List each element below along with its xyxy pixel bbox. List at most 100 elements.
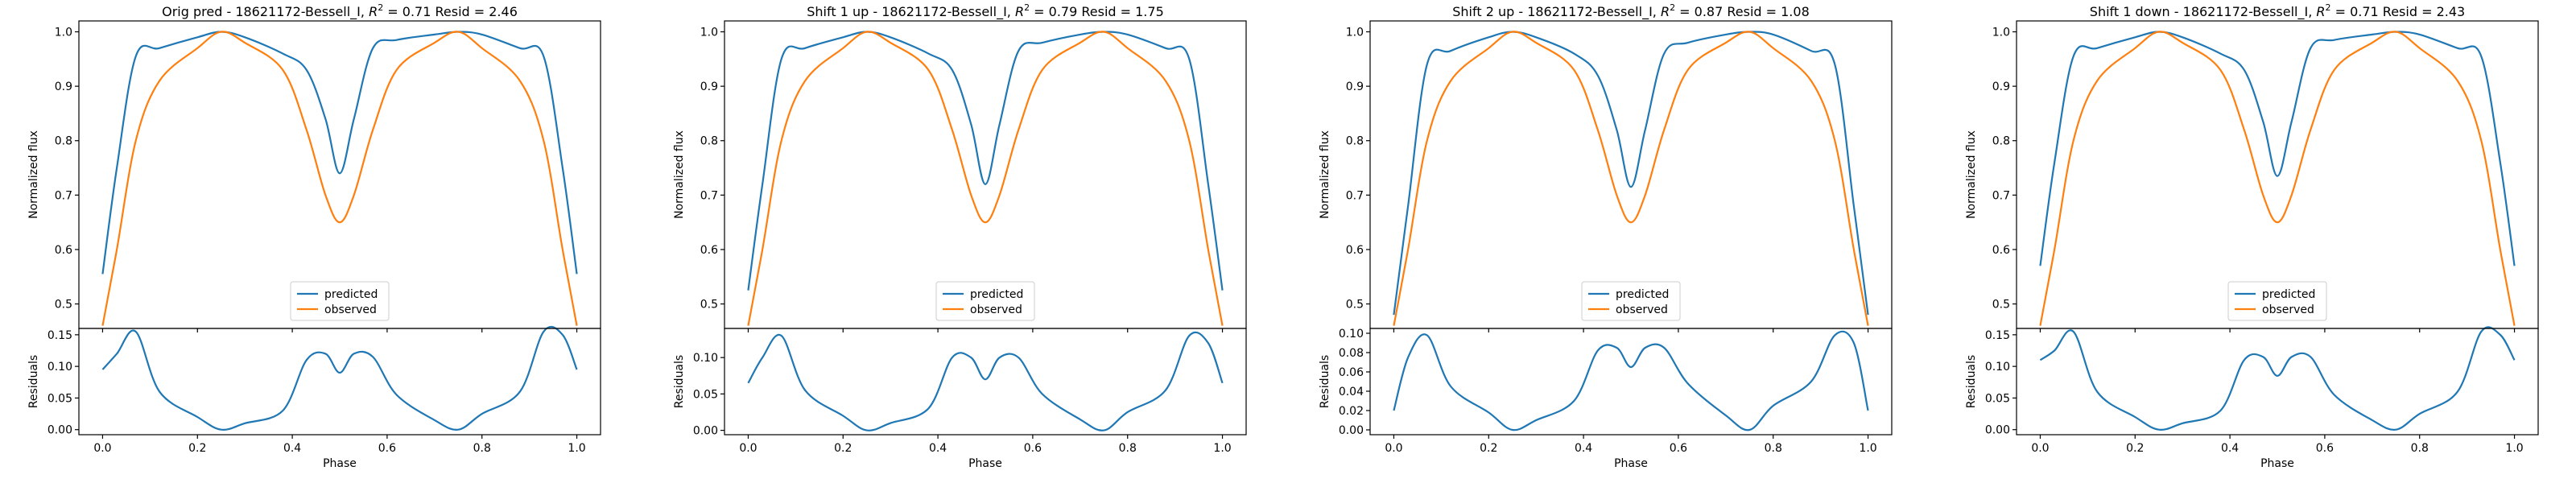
series-line-predicted (101, 31, 578, 275)
x-axis-label: Phase (968, 457, 1002, 470)
x-axis-label: Phase (323, 457, 357, 470)
residual-ytick-label: 0.06 (1339, 366, 1364, 379)
chart-title-r2-exponent: 2 (1024, 2, 1030, 13)
main-ytick-label: 1.0 (1346, 27, 1364, 39)
chart-title-r2-value: = 0.71 Resid = 2.43 (2331, 4, 2466, 19)
legend-entry-predicted: predicted (970, 288, 1023, 301)
residual-ytick-label: 0.00 (1985, 424, 2010, 437)
y-axis-label-main: Normalized flux (27, 130, 40, 219)
chart-title-r2-label: R (369, 4, 378, 19)
legend-box (1581, 281, 1681, 321)
y-axis-label-main: Normalized flux (673, 130, 686, 219)
series-line-predicted (2039, 31, 2516, 266)
xtick-label: 1.0 (568, 442, 585, 455)
chart-title-r2-label: R (1015, 4, 1024, 19)
xtick-label: 0.2 (188, 442, 206, 455)
legend-box (290, 281, 390, 321)
legend-entry-observed: observed (1616, 303, 1668, 316)
chart-title-r2-exponent: 2 (2326, 2, 2331, 13)
xtick-label: 0.2 (834, 442, 852, 455)
chart-title: Shift 1 up - 18621172-Bessell_I, R2 = 0.… (807, 2, 1164, 20)
residual-axes-frame (2016, 328, 2539, 436)
legend-box (935, 281, 1035, 321)
main-ytick-label: 1.0 (700, 27, 718, 39)
series-line-observed (747, 31, 1224, 326)
main-ytick-label: 0.8 (1346, 135, 1364, 148)
main-ytick-label: 0.5 (700, 299, 718, 312)
residual-ytick-label: 0.15 (47, 329, 72, 342)
panel-4: Shift 1 down - 18621172-Bessell_I, R2 = … (1965, 2, 2539, 470)
residual-ytick-label: 0.08 (1339, 347, 1364, 360)
xtick-label: 1.0 (1213, 442, 1231, 455)
residual-ytick-label: 0.00 (1339, 424, 1364, 437)
y-axis-label-main: Normalized flux (1965, 130, 1978, 219)
xtick-label: 1.0 (1859, 442, 1876, 455)
xtick-label: 0.8 (1765, 442, 1782, 455)
xtick-label: 0.0 (93, 442, 111, 455)
residual-line (1393, 330, 1869, 431)
xtick-label: 0.2 (2126, 442, 2144, 455)
residual-ytick-label: 0.05 (47, 392, 72, 405)
residual-axes-frame (1369, 328, 1893, 436)
xtick-label: 1.0 (2505, 442, 2523, 455)
xtick-label: 0.4 (929, 442, 947, 455)
panel-2: Shift 1 up - 18621172-Bessell_I, R2 = 0.… (673, 2, 1247, 470)
chart-title-r2-label: R (2316, 4, 2325, 19)
chart-title-prefix: Orig pred - 18621172-Bessell_I, (162, 4, 369, 20)
residual-line (747, 331, 1224, 431)
series-line-observed (101, 31, 578, 326)
chart-title-prefix: Shift 1 down - 18621172-Bessell_I, (2090, 4, 2317, 20)
chart-title-r2-exponent: 2 (378, 2, 383, 13)
y-axis-label-residuals: Residuals (673, 355, 686, 408)
xtick-label: 0.6 (378, 442, 396, 455)
y-axis-label-residuals: Residuals (1965, 355, 1978, 408)
main-ytick-label: 0.5 (55, 299, 72, 312)
residual-axes-frame (724, 328, 1247, 436)
residual-axes-frame (78, 328, 601, 436)
legend: predicted observed (2227, 281, 2327, 321)
main-ytick-label: 0.6 (1346, 244, 1364, 257)
main-ytick-label: 0.7 (700, 189, 718, 202)
legend-entry-observed: observed (2262, 303, 2314, 316)
chart-title-r2-value: = 0.71 Resid = 2.46 (383, 4, 518, 19)
main-ytick-label: 0.8 (55, 135, 72, 148)
chart-title-r2-value: = 0.87 Resid = 1.08 (1675, 4, 1810, 19)
xtick-label: 0.8 (473, 442, 491, 455)
xtick-label: 0.8 (2411, 442, 2429, 455)
residual-ytick-label: 0.04 (1339, 386, 1364, 398)
chart-title-prefix: Shift 1 up - 18621172-Bessell_I, (807, 4, 1015, 20)
residual-ytick-label: 0.05 (693, 388, 718, 401)
main-ytick-label: 0.5 (1346, 299, 1364, 312)
chart-title-r2-label: R (1661, 4, 1670, 19)
residual-ytick-label: 0.10 (1339, 328, 1364, 341)
main-ytick-label: 0.7 (1346, 189, 1364, 202)
y-axis-label-residuals: Residuals (1319, 355, 1331, 408)
main-ytick-label: 0.8 (700, 135, 718, 148)
residual-ytick-label: 0.05 (1985, 392, 2010, 405)
residual-ytick-label: 0.10 (693, 352, 718, 365)
chart-title: Orig pred - 18621172-Bessell_I, R2 = 0.7… (162, 2, 518, 20)
x-axis-label: Phase (2260, 457, 2294, 470)
legend-entry-observed: observed (324, 303, 377, 316)
xtick-label: 0.4 (283, 442, 301, 455)
y-axis-label-residuals: Residuals (27, 355, 40, 408)
xtick-label: 0.6 (1024, 442, 1042, 455)
main-ytick-label: 0.6 (700, 244, 718, 257)
residual-ytick-label: 0.10 (47, 361, 72, 374)
xtick-label: 0.6 (1670, 442, 1687, 455)
panel-1: Orig pred - 18621172-Bessell_I, R2 = 0.7… (27, 2, 601, 470)
x-axis-label: Phase (1614, 457, 1648, 470)
legend-entry-predicted: predicted (324, 288, 378, 301)
series-line-observed (1393, 31, 1869, 326)
xtick-label: 0.4 (1575, 442, 1592, 455)
main-ytick-label: 0.9 (700, 80, 718, 93)
residual-line (2039, 326, 2516, 431)
chart-title-r2-exponent: 2 (1670, 2, 1675, 13)
main-ytick-label: 1.0 (55, 27, 72, 39)
series-line-predicted (747, 31, 1224, 291)
main-ytick-label: 0.5 (1992, 299, 2010, 312)
residual-ytick-label: 0.15 (1985, 329, 2010, 342)
main-ytick-label: 0.9 (1346, 80, 1364, 93)
main-ytick-label: 1.0 (1992, 27, 2010, 39)
